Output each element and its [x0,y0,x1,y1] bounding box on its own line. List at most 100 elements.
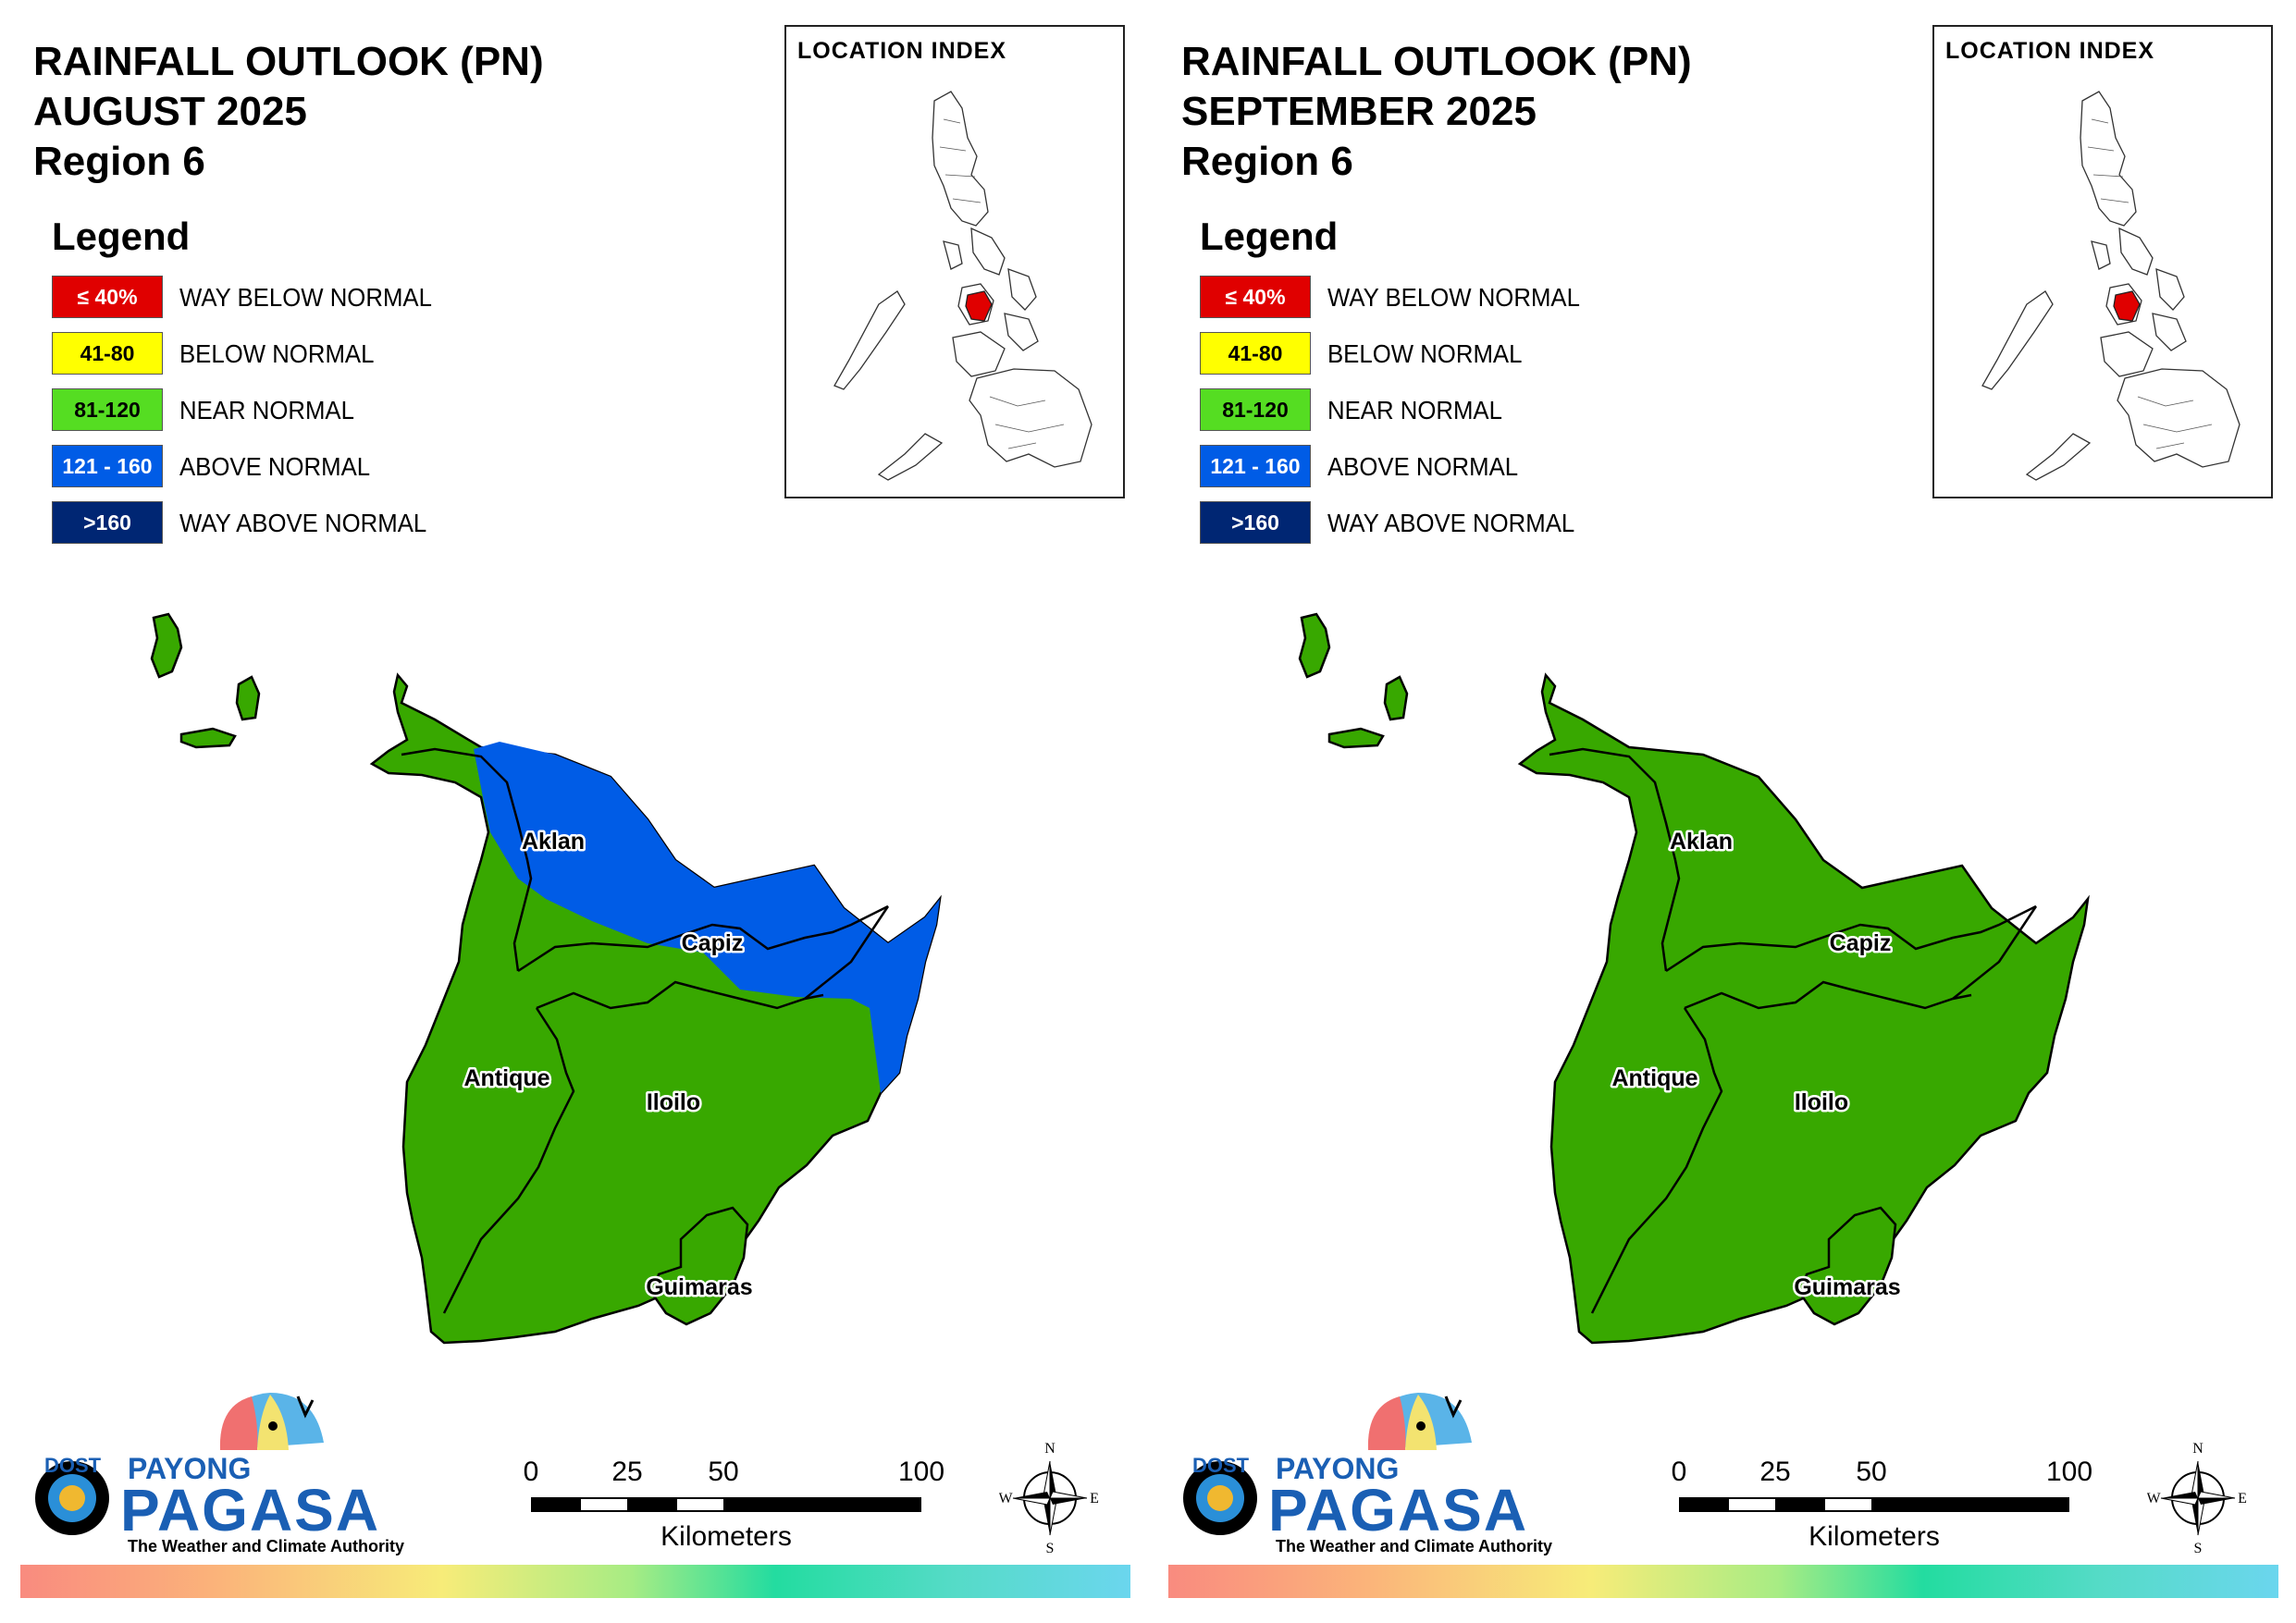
province-label-aklan: Aklan [1670,829,1733,855]
logo-pagasa: PAGASA [1268,1477,1529,1543]
location-index-inset: LOCATION INDEX [1932,25,2273,498]
legend-swatch: 81-120 [1200,388,1311,431]
title-region: Region 6 [33,139,205,184]
province-label-antique: Antique [1611,1065,1697,1091]
map-title: RAINFALL OUTLOOK (PN) AUGUST 2025 Region… [33,37,544,187]
legend-label: NEAR NORMAL [179,396,354,424]
svg-text:N: N [1044,1441,1055,1457]
island [179,727,237,749]
legend-item-below: 41-80 BELOW NORMAL [52,332,374,388]
scale-tick: 0 [1671,1457,1687,1487]
logo-payong: PAYONG [1276,1452,1400,1485]
inset-title: LOCATION INDEX [1945,38,2155,64]
scale-unit: Kilometers [660,1521,792,1552]
north-arrow-icon: N S E W [2147,1441,2247,1556]
legend-label: ABOVE NORMAL [179,452,371,481]
legend-heading: Legend [52,215,191,258]
scale-tick: 0 [523,1457,539,1487]
legend-label: WAY BELOW NORMAL [179,283,432,312]
location-index-inset: LOCATION INDEX [784,25,1125,498]
legend-swatch: 41-80 [1200,332,1311,375]
scale-tick: 100 [897,1457,945,1487]
legend-label: WAY ABOVE NORMAL [1327,509,1575,537]
svg-text:S: S [1046,1541,1055,1556]
legend-item-way-below: ≤ 40% WAY BELOW NORMAL [52,276,432,332]
scale-tick: 25 [1759,1457,1791,1487]
logo-pagasa: PAGASA [120,1477,381,1543]
color-strip [20,1565,1130,1598]
title-region: Region 6 [1181,139,1353,184]
legend-heading: Legend [1200,215,1339,258]
svg-text:W: W [2147,1491,2161,1506]
dost-seal-icon [35,1461,109,1535]
scale-bar: 0 25 50 100 Kilometers [1666,1457,2092,1568]
title-month: SEPTEMBER 2025 [1181,89,1537,134]
logo-tagline: The Weather and Climate Authority [128,1537,405,1555]
title-line-1: RAINFALL OUTLOOK (PN) [1181,39,1692,84]
scale-unit: Kilometers [1808,1521,1940,1552]
title-month: AUGUST 2025 [33,89,307,134]
svg-text:E: E [2238,1491,2247,1506]
province-label-capiz: Capiz [1830,930,1892,956]
philippines-outline-map [833,91,1092,481]
legend-item-below: 41-80 BELOW NORMAL [1200,332,1522,388]
island [150,612,183,679]
panel-september: RAINFALL OUTLOOK (PN) SEPTEMBER 2025 Reg… [1148,0,2296,1623]
province-label-capiz: Capiz [682,930,744,956]
pagasa-logo [35,1393,324,1535]
logo-payong: PAYONG [128,1452,252,1485]
region-6-map-august: Aklan Capiz Antique Iloilo Guimaras [150,612,942,1345]
region-6-map-september: Aklan Capiz Antique Iloilo Guimaras [1298,612,2090,1345]
island [235,675,261,721]
panay-island [1517,672,2090,1345]
panay-island [369,672,942,1345]
province-label-guimaras: Guimaras [1794,1274,1900,1300]
legend-label: WAY ABOVE NORMAL [179,509,427,537]
island [1298,612,1331,679]
province-label-iloilo: Iloilo [1795,1089,1848,1115]
legend-item-above: 121 - 160 ABOVE NORMAL [52,445,370,501]
north-arrow-icon: N S E W [999,1441,1099,1556]
region-6-highlight [965,290,993,322]
scale-tick: 50 [708,1457,739,1487]
legend-swatch: ≤ 40% [1200,276,1311,318]
legend-label: BELOW NORMAL [179,339,375,368]
color-strip [1168,1565,2278,1598]
island [1327,727,1385,749]
island [1383,675,1409,721]
title-line-1: RAINFALL OUTLOOK (PN) [33,39,544,84]
legend-label: ABOVE NORMAL [1327,452,1519,481]
province-label-iloilo: Iloilo [647,1089,700,1115]
legend: Legend ≤ 40% WAY BELOW NORMAL 41-80 BELO… [52,215,432,558]
province-label-aklan: Aklan [522,829,585,855]
legend-item-near: 81-120 NEAR NORMAL [1200,388,1502,445]
legend-label: WAY BELOW NORMAL [1327,283,1580,312]
legend-swatch: >160 [52,501,163,544]
legend-swatch: 121 - 160 [52,445,163,487]
legend-swatch: 81-120 [52,388,163,431]
legend-item-way-above: >160 WAY ABOVE NORMAL [1200,501,1574,558]
svg-text:S: S [2194,1541,2203,1556]
logo-dost: DOST [1192,1454,1250,1477]
scale-bar: 0 25 50 100 Kilometers [518,1457,944,1568]
legend-label: NEAR NORMAL [1327,396,1502,424]
logo-dost: DOST [44,1454,102,1477]
pagasa-logo [1183,1393,1472,1535]
panel-august: RAINFALL OUTLOOK (PN) AUGUST 2025 Region… [20,25,1130,1598]
inset-title: LOCATION INDEX [797,38,1007,64]
legend-swatch: 41-80 [52,332,163,375]
guimaras-island [1799,1206,1897,1326]
legend-item-near: 81-120 NEAR NORMAL [52,388,354,445]
legend-item-way-above: >160 WAY ABOVE NORMAL [52,501,426,558]
scale-tick: 25 [611,1457,643,1487]
legend-item-above: 121 - 160 ABOVE NORMAL [1200,445,1518,501]
svg-text:E: E [1090,1491,1099,1506]
scale-tick: 100 [2045,1457,2093,1487]
guimaras-island [651,1206,749,1326]
region-6-highlight [2113,290,2141,322]
logo-tagline: The Weather and Climate Authority [1276,1537,1553,1555]
legend-swatch: 121 - 160 [1200,445,1311,487]
legend-swatch: >160 [1200,501,1311,544]
legend: Legend ≤ 40% WAY BELOW NORMAL 41-80 BELO… [1200,215,1580,558]
province-label-antique: Antique [463,1065,549,1091]
